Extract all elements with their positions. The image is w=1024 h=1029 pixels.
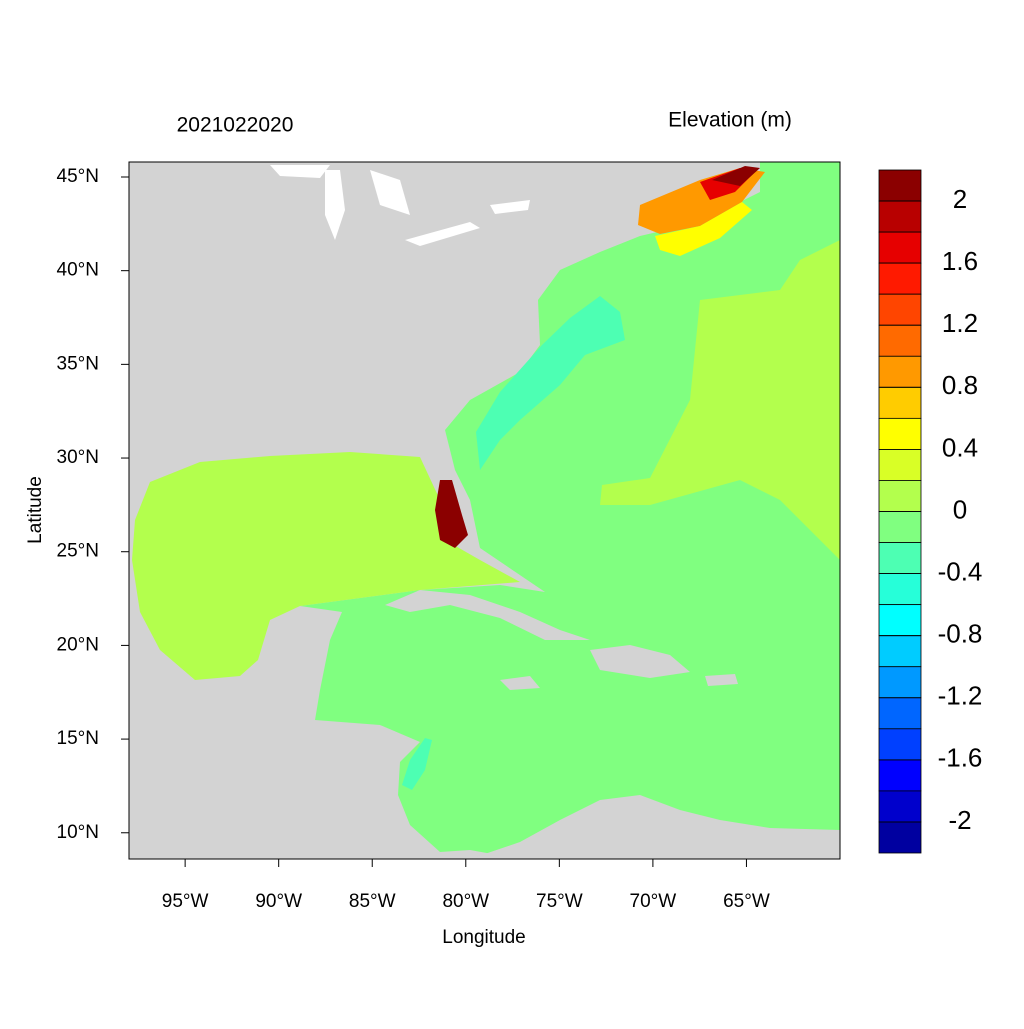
y-axis-label: Latitude — [25, 476, 46, 544]
colorbar-tick-label: 1.2 — [942, 308, 978, 338]
maine-coast-peak — [712, 166, 760, 186]
x-tick-label: 95°W — [162, 891, 209, 912]
colorbar-swatch — [878, 355, 922, 388]
puerto-rico — [705, 674, 738, 686]
colorbar-swatch — [878, 480, 922, 512]
colorbar-tick-label: 0 — [953, 494, 967, 524]
colorbar-swatch — [878, 666, 922, 699]
colorbar-title: Elevation (m) — [668, 109, 792, 132]
x-tick-label: 65°W — [723, 891, 770, 912]
x-tick-label: 75°W — [536, 891, 583, 912]
y-tick-label: 10°N — [57, 822, 99, 843]
colorbar-swatch — [878, 417, 922, 450]
y-tick-label: 45°N — [57, 166, 99, 187]
colorbar-swatch — [878, 542, 922, 574]
colorbar-swatch — [878, 449, 922, 481]
plot-frame — [128, 161, 841, 860]
colorbar-tick-label: -0.8 — [938, 619, 983, 649]
colorbar-swatch — [878, 231, 922, 264]
colorbar-tick-label: -1.2 — [938, 681, 983, 711]
lake-erie — [405, 222, 480, 246]
hispaniola — [590, 645, 690, 678]
colorbar-tick-label: -0.4 — [938, 556, 983, 586]
colorbar-tick-label: -1.6 — [938, 743, 983, 773]
colorbar-swatch — [878, 200, 922, 233]
jamaica — [500, 676, 540, 690]
colorbar-swatch — [878, 262, 922, 295]
y-tick-label: 15°N — [57, 728, 99, 749]
colorbar-swatch — [878, 293, 922, 326]
lake-michigan — [325, 170, 345, 240]
colorbar-swatch — [878, 169, 922, 202]
y-tick-label: 40°N — [57, 260, 99, 281]
honduras-low — [402, 738, 432, 790]
colorbar-tick-label: 1.6 — [942, 246, 978, 276]
y-tick-label: 35°N — [57, 353, 99, 374]
colorbar-swatch — [878, 790, 922, 823]
colorbar-swatch — [878, 635, 922, 668]
colorbar-swatch — [878, 386, 922, 419]
colorbar-tick-label: 2 — [953, 184, 967, 214]
x-tick-label: 80°W — [442, 891, 489, 912]
colorbar-swatch — [878, 573, 922, 606]
gulf-stream-low — [476, 296, 625, 470]
x-tick-label: 85°W — [349, 891, 396, 912]
colorbar-swatch — [878, 821, 922, 854]
south-america — [470, 795, 840, 859]
colorbar-swatch — [878, 728, 922, 761]
lake-huron — [370, 170, 410, 215]
cuba — [385, 590, 590, 640]
x-tick-label: 90°W — [255, 891, 302, 912]
colorbar-tick-label: 0.8 — [942, 370, 978, 400]
y-tick-label: 20°N — [57, 634, 99, 655]
colorbar-swatch — [878, 604, 922, 637]
map — [128, 161, 841, 860]
colorbar-tick-label: -2 — [948, 805, 971, 835]
lake-superior — [270, 165, 330, 178]
y-tick-label: 30°N — [57, 447, 99, 468]
colorbar-swatch — [878, 697, 922, 730]
colorbar-swatch — [878, 759, 922, 792]
x-tick-label: 70°W — [630, 891, 677, 912]
x-axis-label: Longitude — [442, 927, 525, 948]
gulf-of-mexico — [132, 452, 520, 680]
map-title: 2021022020 — [177, 114, 294, 137]
florida-surge — [435, 480, 468, 548]
colorbar-swatch — [878, 511, 922, 543]
y-tick-label: 25°N — [57, 541, 99, 562]
colorbar-tick-label: 0.4 — [942, 432, 978, 462]
colorbar-swatch — [878, 324, 922, 357]
axes: 95°W 90°W 85°W 80°W 75°W 70°W 65°W 10°N 15°N 20°N… — [57, 166, 983, 912]
gulf-of-maine-outer — [655, 202, 752, 256]
lake-ontario — [490, 200, 530, 214]
open-ocean-high — [600, 240, 840, 560]
